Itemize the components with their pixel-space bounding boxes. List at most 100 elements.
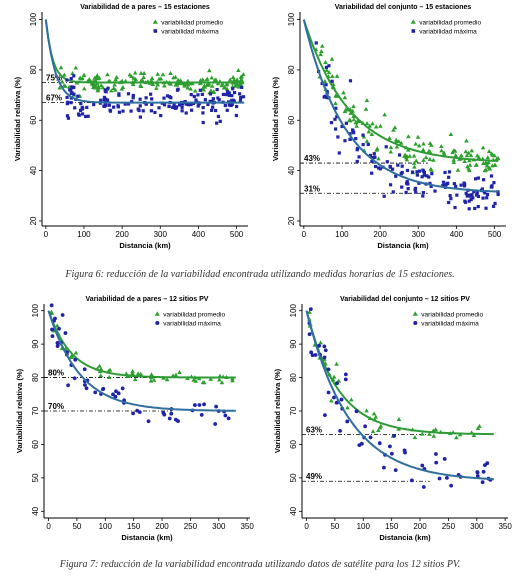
data-point [368, 435, 373, 440]
data-point [322, 95, 326, 99]
data-point [150, 102, 154, 106]
series-maxima-points [314, 41, 500, 211]
data-point [363, 106, 369, 111]
data-point [420, 431, 425, 436]
data-point [175, 77, 181, 82]
data-point [131, 96, 135, 100]
data-point [441, 184, 445, 188]
data-point [227, 103, 231, 107]
data-point [388, 149, 394, 154]
data-point [390, 167, 395, 171]
data-point [71, 85, 75, 90]
data-point [215, 121, 219, 125]
data-point [61, 83, 67, 88]
data-point [81, 86, 87, 91]
data-point [366, 129, 372, 134]
y-tick-label: 100 [289, 303, 298, 317]
x-tick-label: 350 [240, 522, 254, 531]
data-point [158, 76, 164, 81]
figure-6-caption: Figura 6: reducción de la variabilidad e… [65, 269, 455, 280]
data-point [234, 104, 239, 109]
data-point [114, 389, 118, 394]
data-point [73, 106, 77, 110]
data-point [407, 153, 413, 158]
data-point [343, 139, 347, 143]
data-point [373, 155, 377, 159]
data-point [309, 350, 314, 355]
data-point [171, 75, 176, 80]
data-point [65, 114, 70, 118]
data-point [208, 92, 213, 96]
data-point [219, 83, 225, 88]
data-point [204, 77, 210, 82]
data-point [107, 103, 111, 107]
data-point [480, 145, 486, 150]
data-point [69, 76, 73, 81]
series-maxima-points [307, 307, 493, 489]
y-tick-label: 40 [29, 166, 38, 175]
data-point [464, 138, 469, 143]
data-point [429, 184, 433, 189]
data-point [333, 93, 338, 98]
data-point [230, 94, 234, 98]
data-point [412, 435, 418, 440]
data-point [448, 132, 454, 137]
data-point [313, 353, 318, 357]
data-point [95, 86, 101, 91]
chart-pairwise-15-stations: Variabilidad de a pares – 15 estaciones 0… [13, 4, 248, 250]
data-point [398, 140, 404, 145]
data-point [65, 78, 69, 82]
x-tick-label: 350 [498, 522, 512, 531]
data-point [209, 83, 215, 88]
data-point [449, 197, 453, 201]
data-point [102, 95, 107, 99]
data-point [224, 86, 230, 91]
data-point [496, 192, 500, 197]
data-point [463, 200, 468, 204]
data-point [364, 408, 369, 413]
x-axis-label: Distancia (km) [121, 533, 173, 542]
legend-marker [154, 311, 160, 316]
data-point [223, 413, 228, 418]
data-point [323, 348, 328, 353]
data-point [483, 191, 487, 195]
data-point [169, 411, 174, 416]
data-point [357, 155, 361, 159]
data-point [334, 73, 340, 78]
data-point [421, 168, 425, 172]
data-point [335, 381, 339, 386]
data-point [442, 457, 447, 461]
data-point [196, 104, 200, 108]
data-point [173, 82, 179, 87]
data-point [441, 180, 446, 184]
data-point [437, 476, 442, 481]
data-point [55, 341, 60, 345]
data-point [434, 460, 439, 465]
data-point [80, 112, 85, 116]
reference-line-label: 67% [46, 94, 62, 103]
legend: variabilidad promedio variabilidad máxima [154, 311, 225, 328]
legend: variabilidad promedio variabilidad máxima [410, 19, 481, 36]
data-point [65, 95, 69, 100]
data-point [198, 88, 202, 92]
data-point [227, 77, 233, 82]
data-point [129, 370, 135, 375]
data-point [307, 309, 312, 314]
data-point [447, 170, 452, 174]
data-point [111, 85, 116, 90]
data-point [106, 86, 110, 90]
data-point [480, 480, 485, 485]
data-point [208, 376, 214, 381]
data-point [453, 153, 459, 158]
data-point [214, 404, 219, 409]
data-point [104, 90, 108, 94]
chart-ensemble-12-pv-sites: Variabilidad del conjunto – 12 sitios PV… [273, 296, 512, 542]
data-point [141, 74, 146, 79]
x-tick-label: 200 [155, 522, 169, 531]
data-point [467, 168, 472, 173]
data-point [347, 118, 352, 123]
legend-label: variabilidad máxima [163, 321, 221, 328]
data-point [66, 383, 70, 388]
y-tick-label: 20 [287, 216, 296, 225]
data-point [93, 390, 98, 395]
